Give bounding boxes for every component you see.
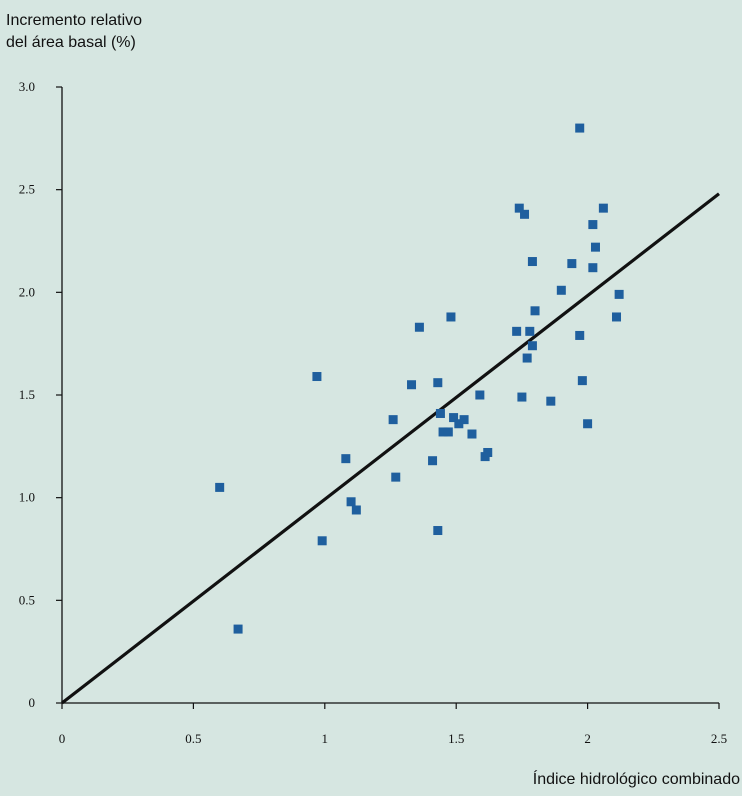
x-tick-label: 1 — [322, 731, 329, 746]
data-point — [341, 454, 351, 464]
y-tick-labels: 0 0.5 1.0 1.5 2.0 2.5 3.0 — [19, 79, 35, 710]
x-axis-label: Índice hidrológico combinado — [532, 771, 740, 788]
data-point — [575, 330, 585, 340]
data-point — [522, 353, 532, 363]
x-tick-label: 2 — [584, 731, 591, 746]
data-point — [577, 376, 587, 386]
data-point — [583, 419, 593, 429]
data-point — [435, 408, 445, 418]
data-point — [525, 326, 535, 336]
x-tick-labels: 0 0.5 1 1.5 2 2.5 — [59, 731, 727, 746]
data-point — [433, 526, 443, 536]
y-tick-label: 2.5 — [19, 182, 35, 197]
data-point — [575, 123, 585, 133]
data-point — [454, 419, 464, 429]
y-tick-label: 2.0 — [19, 284, 35, 299]
data-point — [459, 415, 469, 425]
data-point — [590, 242, 600, 252]
data-point — [517, 392, 527, 402]
data-point — [514, 203, 524, 213]
data-point — [567, 259, 577, 269]
y-tick-label: 0.5 — [19, 592, 35, 607]
data-point — [438, 427, 448, 437]
data-point — [598, 203, 608, 213]
data-point — [527, 257, 537, 267]
data-point — [475, 390, 485, 400]
data-point — [449, 413, 459, 423]
data-point — [312, 372, 322, 382]
data-point — [233, 624, 243, 634]
data-point — [407, 380, 417, 390]
x-tick-label: 2.5 — [711, 731, 727, 746]
x-tick-label: 1.5 — [448, 731, 464, 746]
data-point — [556, 285, 566, 295]
data-point — [443, 427, 453, 437]
data-point — [446, 312, 456, 322]
y-axis-label: Incremento relativo del área basal (%) — [6, 12, 143, 51]
data-point — [483, 447, 493, 457]
regression-line — [61, 192, 720, 705]
y-tick-label: 3.0 — [19, 79, 35, 94]
data-point — [215, 482, 225, 492]
data-point — [527, 341, 537, 351]
x-tick-label: 0 — [59, 731, 66, 746]
x-tick-label: 0.5 — [185, 731, 201, 746]
y-tick-label: 1.0 — [19, 490, 35, 505]
data-point — [467, 429, 477, 439]
data-point — [530, 306, 540, 316]
axes — [61, 87, 719, 704]
y-tick-label: 0 — [29, 695, 36, 710]
data-point — [512, 326, 522, 336]
data-point — [433, 378, 443, 388]
data-point — [388, 415, 398, 425]
data-point — [520, 209, 530, 219]
data-point — [614, 289, 624, 299]
y-tick-label: 1.5 — [19, 387, 35, 402]
data-point — [317, 536, 327, 546]
data-point — [428, 456, 438, 466]
data-point — [588, 220, 598, 230]
data-point — [588, 263, 598, 273]
data-point — [546, 396, 556, 406]
data-point — [351, 505, 361, 515]
tick-marks — [56, 86, 720, 709]
data-point — [346, 497, 356, 507]
data-points — [215, 123, 624, 634]
data-point — [391, 472, 401, 482]
data-point — [612, 312, 622, 322]
data-point — [414, 322, 424, 332]
